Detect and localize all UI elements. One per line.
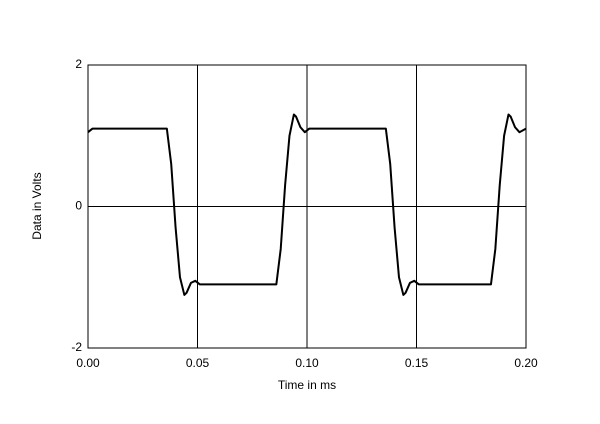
y-tick-label: 0 [75, 199, 82, 213]
y-axis-title: Data in Volts [30, 172, 44, 239]
x-tick-label: 0.10 [295, 356, 319, 370]
y-tick-label: 2 [75, 57, 82, 71]
x-tick-label: 0.20 [514, 356, 538, 370]
x-tick-label: 0.05 [186, 356, 210, 370]
signal-line [87, 113, 527, 296]
y-tick-label: -2 [71, 340, 82, 354]
x-tick-label: 0.15 [405, 356, 429, 370]
x-axis-title: Time in ms [278, 378, 336, 392]
x-tick-label: 0.00 [76, 356, 100, 370]
